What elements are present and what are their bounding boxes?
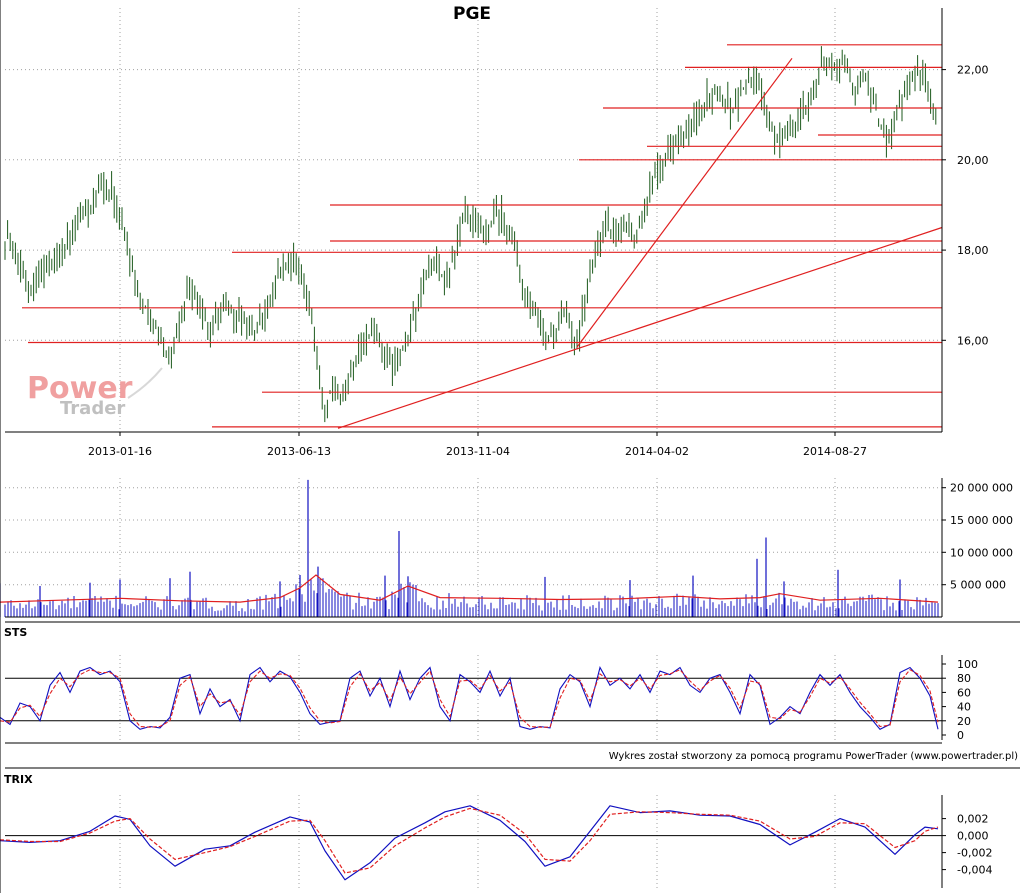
sts-tick-label: 0 bbox=[957, 729, 964, 742]
trix-tick-label: -0,004 bbox=[957, 864, 992, 877]
price-candles bbox=[4, 46, 937, 423]
trix-panel: TRIX 0,002 0,000 -0,002 -0,004 bbox=[0, 773, 992, 881]
volume-bars bbox=[0, 479, 939, 617]
volume-tick-label: 20 000 000 bbox=[950, 482, 1013, 495]
trix-title: TRIX bbox=[4, 773, 33, 786]
volume-axis: 5 000 000 10 000 000 15 000 000 20 000 000 bbox=[942, 482, 1013, 592]
date-tick-label: 2013-11-04 bbox=[446, 445, 510, 458]
powertrader-watermark: Power Trader bbox=[27, 367, 163, 419]
price-tick-label: 22,00 bbox=[957, 64, 989, 77]
trix-signal-line bbox=[0, 807, 939, 874]
trend-line bbox=[576, 57, 793, 348]
price-tick-label: 18,00 bbox=[957, 244, 989, 257]
sts-fast-line bbox=[0, 666, 939, 730]
sts-tick-label: 20 bbox=[957, 715, 971, 728]
trix-series bbox=[0, 805, 939, 881]
sts-slow-line bbox=[0, 668, 939, 728]
price-axis: 16,00 18,00 20,00 22,00 bbox=[942, 64, 989, 347]
trend-line bbox=[337, 226, 943, 429]
sts-title: STS bbox=[4, 626, 27, 639]
date-tick-label: 2013-01-16 bbox=[88, 445, 152, 458]
support-resistance-lines bbox=[22, 44, 942, 428]
price-panel: PGE Power Trader 16,00 18,00 20,00 22,00 20… bbox=[4, 4, 989, 458]
volume-panel: 5 000 000 10 000 000 15 000 000 20 000 000 bbox=[0, 479, 1013, 617]
trend-lines bbox=[337, 57, 943, 429]
sts-tick-label: 100 bbox=[957, 658, 978, 671]
price-tick-label: 20,00 bbox=[957, 154, 989, 167]
trix-tick-label: 0,002 bbox=[957, 813, 989, 826]
trix-tick-label: 0,000 bbox=[957, 830, 989, 843]
chart-title: PGE bbox=[453, 4, 491, 24]
sts-tick-label: 60 bbox=[957, 686, 971, 699]
date-tick-label: 2013-06-13 bbox=[267, 445, 331, 458]
volume-average-line bbox=[0, 574, 939, 603]
volume-tick-label: 5 000 000 bbox=[950, 579, 1006, 592]
date-tick-label: 2014-08-27 bbox=[803, 445, 867, 458]
date-axis: 2013-01-16 2013-06-13 2013-11-04 2014-04-02… bbox=[88, 432, 867, 458]
volume-tick-label: 15 000 000 bbox=[950, 514, 1013, 527]
trix-line bbox=[0, 805, 939, 881]
volume-average-line bbox=[0, 574, 939, 603]
watermark-power: Power bbox=[27, 371, 133, 406]
sts-tick-label: 40 bbox=[957, 701, 971, 714]
trix-tick-label: -0,002 bbox=[957, 847, 992, 860]
watermark-trader: Trader bbox=[60, 398, 125, 419]
volume-tick-label: 10 000 000 bbox=[950, 546, 1013, 559]
date-tick-label: 2014-04-02 bbox=[625, 445, 689, 458]
price-tick-label: 16,00 bbox=[957, 334, 989, 347]
sts-tick-label: 80 bbox=[957, 672, 971, 685]
credit-text: Wykres został stworzony za pomocą progra… bbox=[609, 751, 1018, 762]
watermark-swoosh bbox=[127, 367, 163, 399]
sts-reference-lines bbox=[5, 677, 942, 722]
trix-axis: 0,002 0,000 -0,002 -0,004 bbox=[942, 813, 992, 877]
sts-series bbox=[0, 666, 939, 730]
